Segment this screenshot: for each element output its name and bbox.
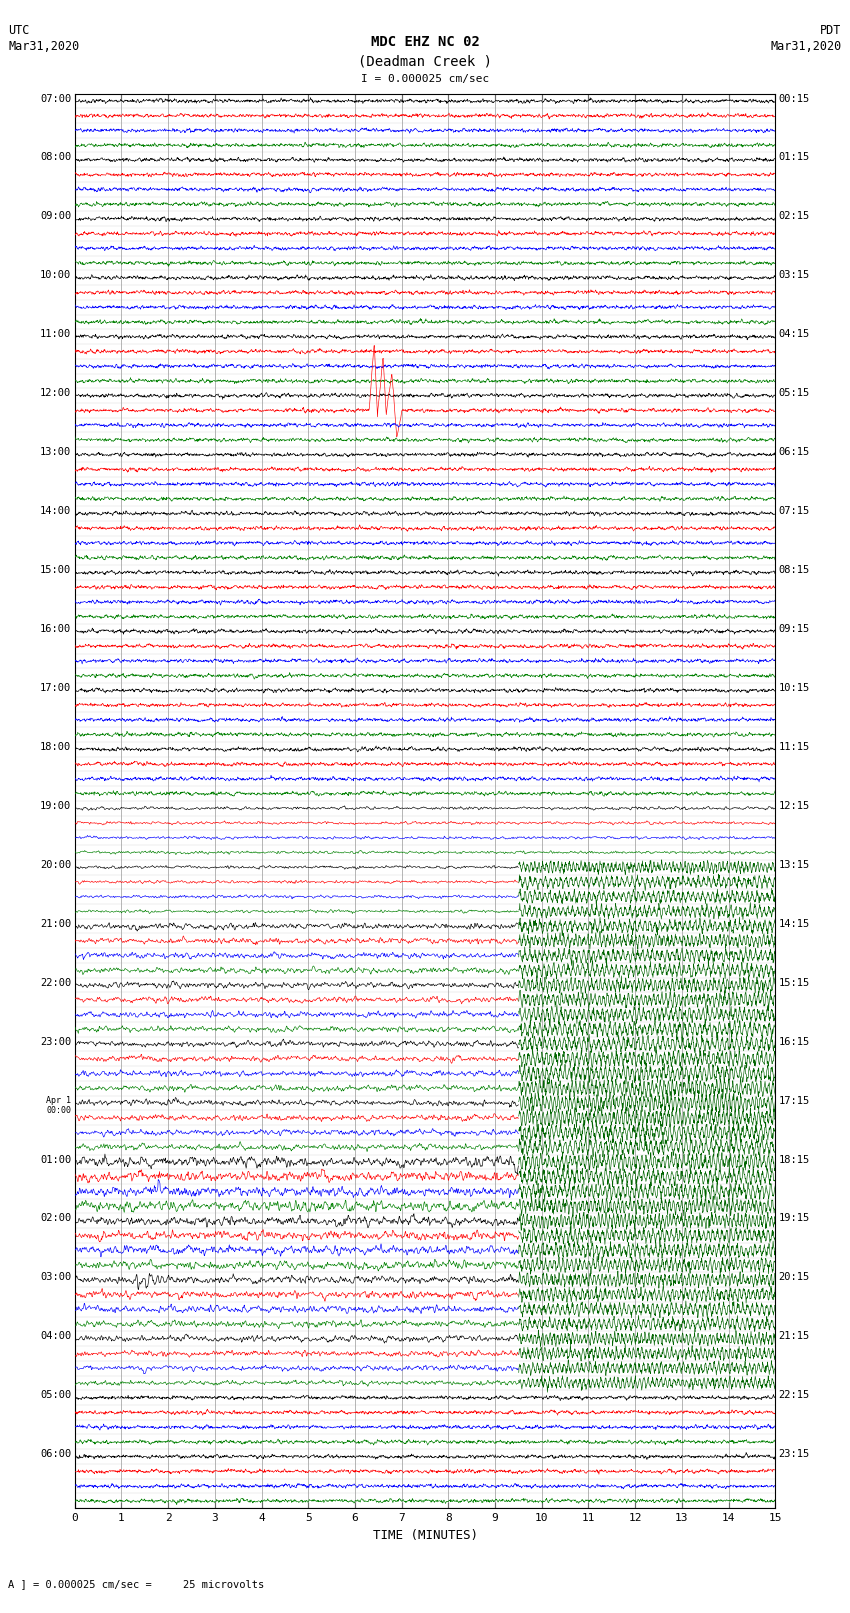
Text: 12:00: 12:00 [40,389,71,398]
Text: 21:00: 21:00 [40,919,71,929]
Text: 11:15: 11:15 [779,742,810,752]
Text: 15:00: 15:00 [40,565,71,576]
Text: UTC: UTC [8,24,30,37]
Text: MDC EHZ NC 02: MDC EHZ NC 02 [371,35,479,50]
Text: A ] = 0.000025 cm/sec =     25 microvolts: A ] = 0.000025 cm/sec = 25 microvolts [8,1579,264,1589]
Text: I = 0.000025 cm/sec: I = 0.000025 cm/sec [361,74,489,84]
Text: 14:00: 14:00 [40,506,71,516]
Text: Mar31,2020: Mar31,2020 [770,40,842,53]
Text: 08:00: 08:00 [40,153,71,163]
Text: 19:00: 19:00 [40,802,71,811]
Text: (Deadman Creek ): (Deadman Creek ) [358,55,492,69]
Text: 01:15: 01:15 [779,153,810,163]
Text: 02:00: 02:00 [40,1213,71,1223]
Text: 11:00: 11:00 [40,329,71,339]
Text: 09:00: 09:00 [40,211,71,221]
Text: 10:00: 10:00 [40,271,71,281]
Text: 10:15: 10:15 [779,682,810,694]
Text: 03:00: 03:00 [40,1273,71,1282]
Text: 06:00: 06:00 [40,1448,71,1460]
Text: 16:00: 16:00 [40,624,71,634]
Text: 23:00: 23:00 [40,1037,71,1047]
Text: 07:00: 07:00 [40,94,71,103]
Text: 18:00: 18:00 [40,742,71,752]
Text: 09:15: 09:15 [779,624,810,634]
Text: 12:15: 12:15 [779,802,810,811]
Text: 02:15: 02:15 [779,211,810,221]
Text: 04:15: 04:15 [779,329,810,339]
Text: 23:15: 23:15 [779,1448,810,1460]
Text: 08:15: 08:15 [779,565,810,576]
Text: Mar31,2020: Mar31,2020 [8,40,80,53]
Text: 21:15: 21:15 [779,1331,810,1342]
Text: 18:15: 18:15 [779,1155,810,1165]
Text: 06:15: 06:15 [779,447,810,456]
Text: 22:15: 22:15 [779,1390,810,1400]
Text: 04:00: 04:00 [40,1331,71,1342]
Text: 00:15: 00:15 [779,94,810,103]
Text: Apr 1
00:00: Apr 1 00:00 [46,1095,71,1115]
Text: 05:00: 05:00 [40,1390,71,1400]
Text: 03:15: 03:15 [779,271,810,281]
Text: 17:00: 17:00 [40,682,71,694]
Text: 16:15: 16:15 [779,1037,810,1047]
Text: 01:00: 01:00 [40,1155,71,1165]
Text: 05:15: 05:15 [779,389,810,398]
Text: 15:15: 15:15 [779,977,810,987]
Text: 13:00: 13:00 [40,447,71,456]
Text: 14:15: 14:15 [779,919,810,929]
Text: 20:15: 20:15 [779,1273,810,1282]
Text: 20:00: 20:00 [40,860,71,869]
Text: 13:15: 13:15 [779,860,810,869]
Text: 17:15: 17:15 [779,1095,810,1105]
Text: 19:15: 19:15 [779,1213,810,1223]
Text: PDT: PDT [820,24,842,37]
X-axis label: TIME (MINUTES): TIME (MINUTES) [372,1529,478,1542]
Text: 07:15: 07:15 [779,506,810,516]
Text: 22:00: 22:00 [40,977,71,987]
